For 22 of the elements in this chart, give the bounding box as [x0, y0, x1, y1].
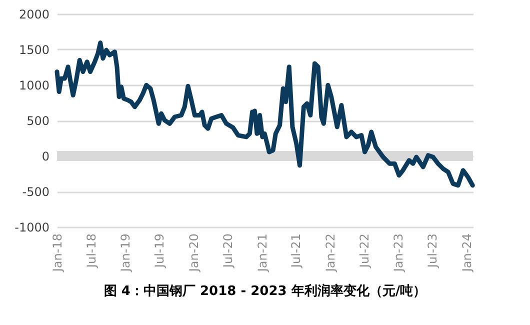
- y-tick-label: 0: [42, 150, 50, 164]
- x-tick-label: Jul-20: [220, 234, 235, 269]
- line-series: [54, 40, 475, 188]
- x-tick-label: Jan-18: [50, 234, 64, 273]
- x-tick-label: Jan-20: [186, 234, 201, 273]
- x-tick-label: Jan-24: [460, 234, 474, 273]
- x-tick-label: Jan-19: [118, 234, 133, 273]
- x-tick-label: Jul-18: [84, 234, 98, 269]
- x-tick-label: Jul-21: [289, 234, 304, 269]
- x-tick-label: Jan-22: [324, 234, 338, 273]
- x-tick-label: Jan-23: [392, 234, 406, 273]
- y-tick-label: -500: [22, 185, 50, 199]
- x-tick-label: Jul-22: [357, 234, 372, 269]
- y-tick-label: 2000: [18, 8, 50, 22]
- x-tick-label: Jan-21: [255, 234, 270, 273]
- y-tick-label: 1000: [18, 78, 50, 92]
- x-tick-label: Jul-19: [152, 234, 167, 269]
- y-tick-label: 500: [26, 114, 50, 128]
- text: 图 4：中国钢厂 2018 - 2023 年利润率变化（元/吨）: [104, 283, 426, 300]
- x-tick-label: Jul-23: [426, 234, 440, 269]
- y-tick-label: -1000: [14, 220, 50, 234]
- y-tick-label: 1500: [18, 43, 50, 57]
